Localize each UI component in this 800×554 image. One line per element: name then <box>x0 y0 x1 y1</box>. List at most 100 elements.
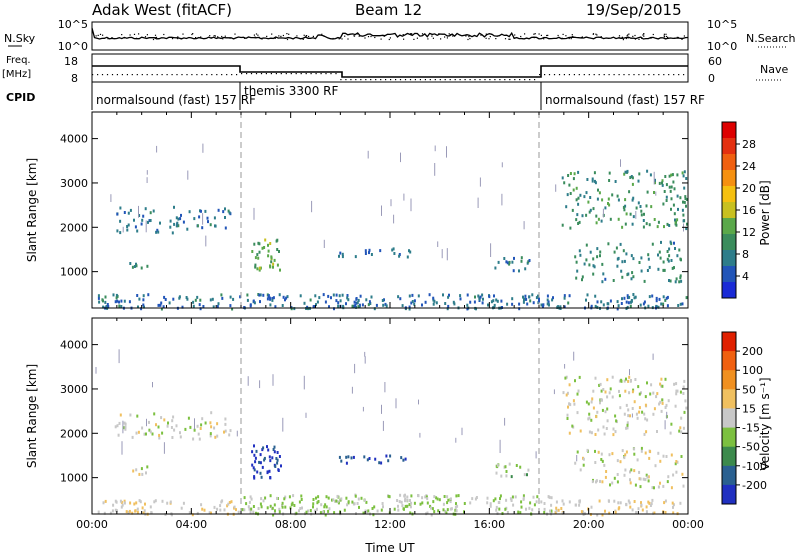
heatmap-cell <box>624 222 627 226</box>
heatmap-cell <box>571 424 574 428</box>
heatmap-cell <box>489 504 492 508</box>
heatmap-cell <box>425 495 428 499</box>
heatmap-cell <box>142 294 145 298</box>
heatmap-cell <box>665 183 668 187</box>
heatmap-cell <box>598 499 601 503</box>
heatmap-cell <box>588 210 591 214</box>
heatmap-cell <box>629 505 632 509</box>
heatmap-streak <box>504 417 506 426</box>
heatmap-cell <box>281 503 283 507</box>
heatmap-cell <box>141 472 144 476</box>
heatmap-cell <box>641 410 644 414</box>
heatmap-cell <box>221 499 224 503</box>
heatmap-cell <box>590 304 593 308</box>
heatmap-cell <box>285 296 288 300</box>
heatmap-cell <box>408 307 411 311</box>
heatmap-cell <box>271 506 274 510</box>
heatmap-cell <box>258 268 261 272</box>
heatmap-cell <box>617 304 620 308</box>
heatmap-cell <box>601 513 604 517</box>
nsearch-dot <box>533 37 535 39</box>
heatmap-cell <box>585 213 588 217</box>
heatmap-cell <box>312 505 314 509</box>
heatmap-cell <box>400 456 403 460</box>
heatmap-cell <box>281 505 284 509</box>
heatmap-cell <box>678 280 681 284</box>
heatmap-cell <box>599 479 601 483</box>
heatmap-cell <box>196 295 199 299</box>
heatmap-cell <box>525 507 527 511</box>
heatmap-cell <box>685 406 688 410</box>
heatmap-cell <box>615 246 618 250</box>
heatmap-cell <box>309 298 312 302</box>
nsearch-dot <box>674 37 676 39</box>
heatmap-cell <box>640 209 643 213</box>
heatmap-cell <box>668 247 671 251</box>
heatmap-cell <box>274 465 277 468</box>
heatmap-cell <box>159 221 161 225</box>
heatmap-cell <box>368 457 371 460</box>
heatmap-cell <box>528 259 531 262</box>
heatmap-cell <box>156 228 159 232</box>
heatmap-cell <box>679 274 682 278</box>
nsearch-dot <box>572 35 574 38</box>
heatmap-cell <box>267 294 270 298</box>
heatmap-cell <box>433 510 436 514</box>
heatmap-cell <box>271 297 274 300</box>
heatmap-cell <box>116 424 119 428</box>
heatmap-cell <box>256 253 259 257</box>
heatmap-cell <box>568 500 571 504</box>
heatmap-cell <box>638 470 641 474</box>
heatmap-cell <box>140 222 143 226</box>
heatmap-cell <box>526 473 528 477</box>
heatmap-cell <box>466 307 469 311</box>
heatmap-cell <box>411 293 414 297</box>
heatmap-cell <box>529 299 532 303</box>
nave-dot <box>181 74 183 76</box>
nsearch-dot <box>444 36 446 38</box>
heatmap-cell <box>596 410 599 414</box>
heatmap-cell <box>660 240 662 244</box>
nave-dot <box>246 73 248 75</box>
heatmap-cell <box>506 261 509 265</box>
heatmap-cell <box>426 501 429 505</box>
nsearch-dot <box>495 38 497 40</box>
heatmap-cell <box>371 507 374 510</box>
heatmap-cell <box>203 508 206 512</box>
nsearch-dot <box>509 38 511 40</box>
nave-dot <box>156 74 158 76</box>
heatmap-cell <box>532 301 535 305</box>
heatmap-cell <box>626 294 629 298</box>
nsearch-dot <box>618 36 620 39</box>
heatmap-cell <box>410 494 413 498</box>
nsearch-dot <box>374 36 376 39</box>
heatmap-cell <box>653 218 656 221</box>
heatmap-cell <box>636 416 639 420</box>
nave-dot <box>449 79 451 81</box>
heatmap-cell <box>591 480 594 484</box>
y-tick-label: 1000 <box>60 472 88 485</box>
heatmap-cell <box>644 451 647 455</box>
noise-tick-left-bottom: 10^0 <box>58 40 88 53</box>
heatmap-cell <box>645 473 648 477</box>
heatmap-cell <box>239 295 242 299</box>
heatmap-cell <box>670 207 672 211</box>
heatmap-cell <box>572 188 575 192</box>
heatmap-cell <box>662 202 665 206</box>
heatmap-cell <box>258 460 261 464</box>
heatmap-cell <box>229 295 232 299</box>
heatmap-cell <box>674 280 677 284</box>
heatmap-cell <box>568 431 571 435</box>
heatmap-cell <box>140 266 143 270</box>
heatmap-cell <box>661 183 664 187</box>
heatmap-cell <box>602 303 605 307</box>
heatmap-cell <box>124 427 127 431</box>
heatmap-cell <box>563 181 566 185</box>
heatmap-cell <box>267 448 270 452</box>
heatmap-cell <box>511 297 514 301</box>
heatmap-cell <box>345 302 347 306</box>
heatmap-cell <box>608 171 611 175</box>
heatmap-cell <box>352 455 355 459</box>
heatmap-streak <box>259 380 261 389</box>
